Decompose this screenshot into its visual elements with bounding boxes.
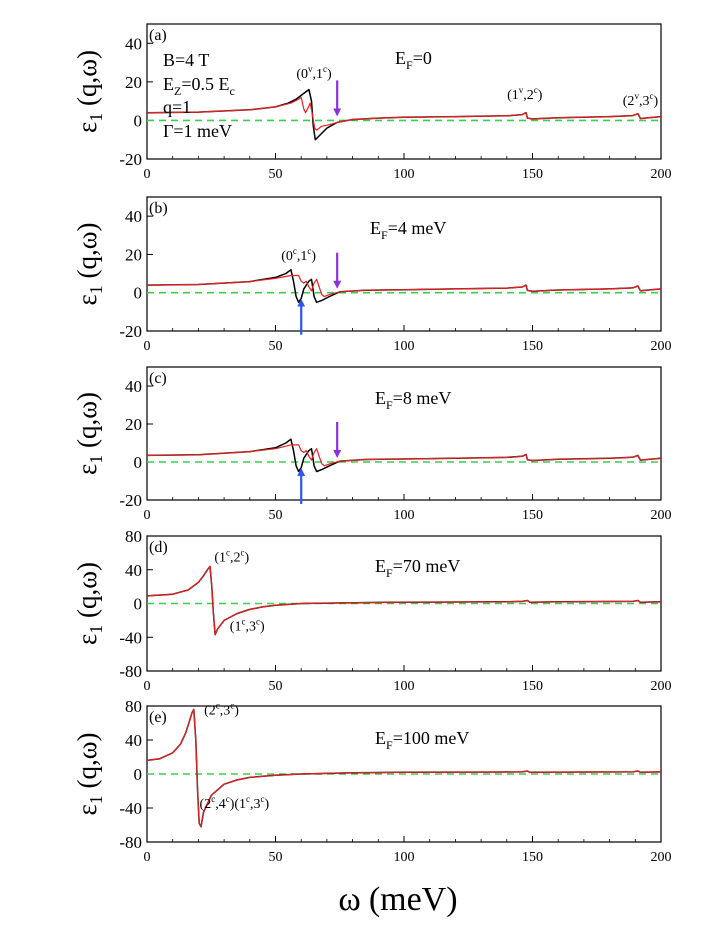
transition-label: (1v,2c) [507, 85, 543, 103]
y-tick-label: -40 [119, 628, 142, 647]
x-tick-label: 0 [144, 850, 151, 865]
x-tick-label: 150 [522, 850, 543, 865]
y-tick-label: -80 [119, 662, 142, 681]
y-axis-label: ε1 (q,ω) [72, 392, 106, 475]
transition-label: (2v,3c) [623, 91, 659, 109]
x-tick-label: 200 [651, 679, 672, 694]
x-tick-label: 0 [144, 508, 151, 523]
panel-e: 0 50 100 150 200 -80 -40 0 40 80 (e) ε1 (q,ω) EF=100… [72, 697, 672, 865]
panel-title: EF=0 [395, 48, 432, 72]
transition-label: (0c,1c) [281, 246, 316, 264]
series-black-line [146, 565, 662, 636]
y-tick-label: -20 [119, 322, 142, 341]
x-tick-label: 50 [269, 339, 283, 354]
panel-title: EF=100 meV [375, 728, 469, 752]
panel-label: (d) [149, 539, 168, 556]
x-axis-label: ω (meV) [338, 881, 457, 918]
transition-label: (1c,3c) [230, 617, 265, 635]
panel-title: EF=4 meV [370, 218, 446, 242]
y-tick-label: 40 [125, 34, 142, 53]
series-red-line [146, 96, 662, 131]
x-tick-label: 150 [522, 167, 543, 182]
y-tick-label: 80 [125, 527, 142, 546]
x-tick-label: 50 [269, 167, 283, 182]
y-tick-label: -40 [119, 799, 142, 818]
panel-label: (a) [149, 27, 167, 44]
y-tick-label: -80 [119, 833, 142, 852]
x-tick-label: 150 [522, 679, 543, 694]
series-red-line [146, 708, 662, 828]
param-field: B=4 T [163, 50, 209, 70]
series-red-line [146, 444, 662, 467]
x-tick-label: 50 [269, 679, 283, 694]
x-tick-label: 0 [144, 167, 151, 182]
panel-label: (e) [149, 709, 167, 726]
panel-d: 0 50 100 150 200 -80 -40 0 40 80 (d) ε1 (q,ω) EF=70 … [72, 527, 672, 694]
y-tick-label: 40 [125, 377, 142, 396]
x-tick-label: 200 [651, 167, 672, 182]
y-tick-label: -20 [119, 491, 142, 510]
x-tick-label: 0 [144, 339, 151, 354]
y-axis-label: ε1 (q,ω) [72, 222, 106, 305]
x-tick-label: 50 [269, 850, 283, 865]
y-tick-label: 40 [125, 207, 142, 226]
x-tick-label: 100 [394, 850, 415, 865]
transition-label: (1c,2c) [214, 547, 249, 565]
param-zeeman: EZ=0.5 Ec [163, 74, 235, 98]
y-tick-label: 80 [125, 697, 142, 716]
x-tick-label: 200 [651, 339, 672, 354]
x-tick-label: 100 [394, 508, 415, 523]
series-red-line [146, 274, 662, 298]
x-tick-label: 100 [394, 679, 415, 694]
series-red-line [146, 565, 662, 636]
y-axis-label: ε1 (q,ω) [72, 50, 106, 133]
panel-label: (b) [149, 200, 168, 217]
transition-label: (2c,3c) [204, 701, 239, 719]
series-black-line [146, 438, 662, 473]
x-tick-label: 100 [394, 167, 415, 182]
y-tick-label: 20 [125, 73, 142, 92]
y-tick-label: -20 [119, 150, 142, 169]
x-tick-label: 0 [144, 679, 151, 694]
param-broadening: Γ=1 meV [163, 121, 232, 141]
y-tick-label: 20 [125, 245, 142, 264]
x-tick-label: 50 [269, 508, 283, 523]
y-axis-label: ε1 (q,ω) [72, 732, 106, 815]
y-tick-label: 40 [125, 561, 142, 580]
param-q: q=1 [163, 97, 191, 117]
y-tick-label: 0 [134, 453, 143, 472]
y-axis-label: ε1 (q,ω) [72, 562, 106, 645]
y-tick-label: 0 [134, 284, 143, 303]
plot-frame [146, 366, 662, 501]
panel-title: EF=70 meV [375, 556, 460, 580]
series-black-line [146, 268, 662, 304]
x-tick-label: 200 [651, 508, 672, 523]
y-tick-label: 20 [125, 415, 142, 434]
y-tick-label: 0 [134, 765, 143, 784]
transition-label: (2c,4c)(1c,3c) [200, 794, 270, 812]
panel-title: EF=8 meV [375, 388, 451, 412]
y-tick-label: 0 [134, 595, 143, 614]
transition-label: (0v,1c) [296, 64, 332, 82]
y-tick-label: 0 [134, 111, 143, 130]
panel-label: (c) [149, 370, 167, 387]
y-tick-label: 40 [125, 731, 142, 750]
x-tick-label: 100 [394, 339, 415, 354]
x-tick-label: 200 [651, 850, 672, 865]
x-tick-label: 150 [522, 339, 543, 354]
x-tick-label: 150 [522, 508, 543, 523]
